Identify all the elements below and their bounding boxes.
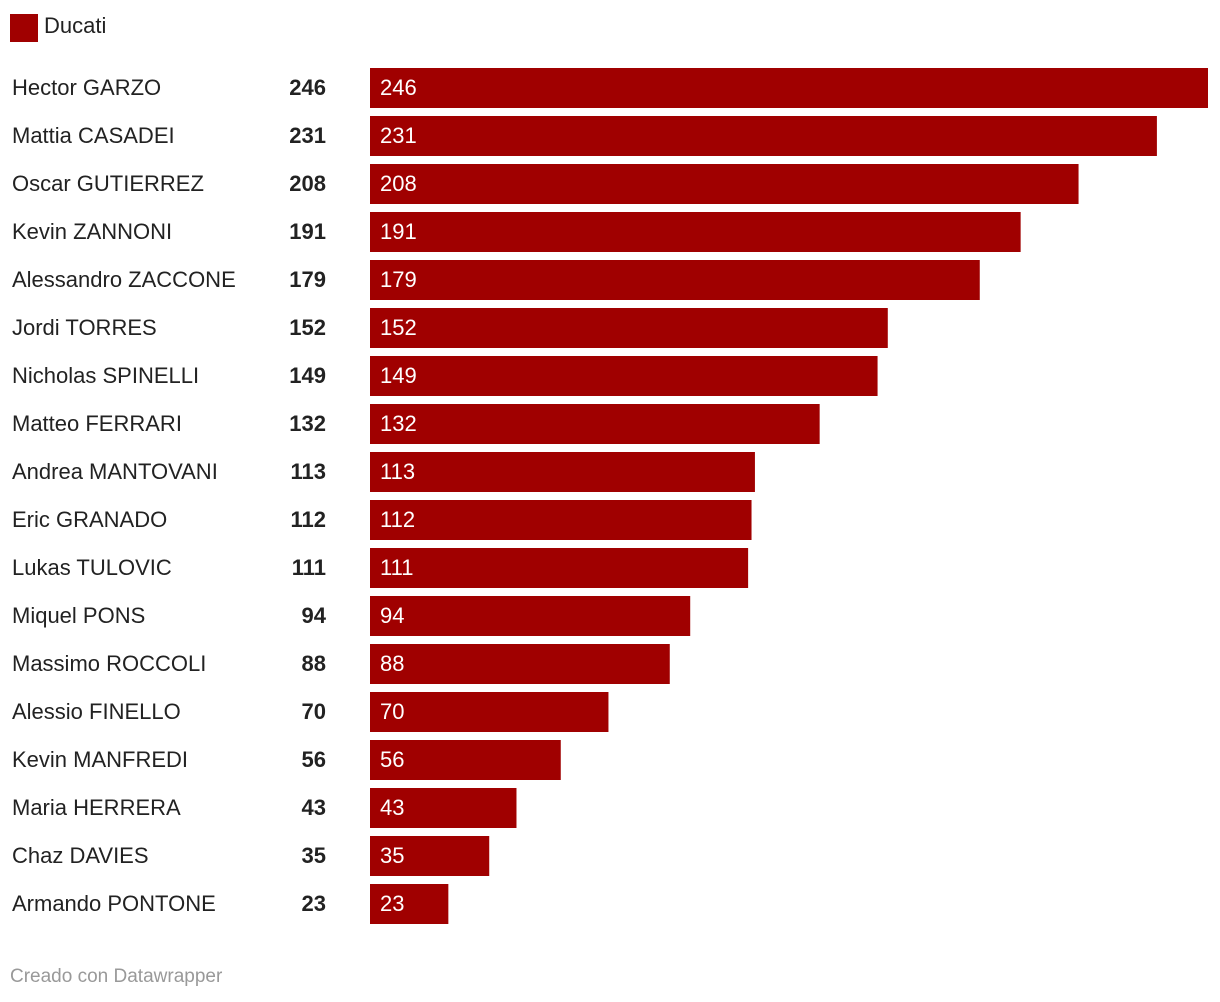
category-label: Oscar GUTIERREZ	[12, 171, 204, 196]
category-label: Chaz DAVIES	[12, 843, 149, 868]
value-column: 112	[291, 507, 327, 532]
value-label: 149	[380, 363, 417, 388]
category-label: Alessandro ZACCONE	[12, 267, 236, 292]
value-label: 112	[380, 507, 415, 532]
category-label: Kevin ZANNONI	[12, 219, 172, 244]
legend-swatch	[10, 14, 38, 42]
category-label: Jordi TORRES	[12, 315, 157, 340]
value-column: 191	[289, 219, 326, 244]
bar	[370, 68, 1208, 108]
value-label: 246	[380, 75, 417, 100]
value-column: 23	[302, 891, 326, 916]
value-label: 23	[380, 891, 404, 916]
category-label: Maria HERRERA	[12, 795, 181, 820]
bar	[370, 356, 878, 396]
bar	[370, 692, 609, 732]
bar	[370, 788, 517, 828]
category-label: Eric GRANADO	[12, 507, 167, 532]
bar	[370, 644, 670, 684]
value-column: 152	[289, 315, 326, 340]
value-column: 113	[291, 459, 327, 484]
category-label: Lukas TULOVIC	[12, 555, 172, 580]
category-label: Matteo FERRARI	[12, 411, 182, 436]
value-column: 88	[302, 651, 326, 676]
bar	[370, 404, 820, 444]
value-column: 208	[289, 171, 326, 196]
value-label: 88	[380, 651, 404, 676]
bar	[370, 212, 1021, 252]
value-label: 132	[380, 411, 417, 436]
value-column: 149	[289, 363, 326, 388]
category-label: Hector GARZO	[12, 75, 161, 100]
category-label: Alessio FINELLO	[12, 699, 181, 724]
value-label: 111	[380, 555, 413, 580]
bar	[370, 116, 1157, 156]
category-label: Armando PONTONE	[12, 891, 216, 916]
category-label: Mattia CASADEI	[12, 123, 175, 148]
category-label: Kevin MANFREDI	[12, 747, 188, 772]
value-label: 35	[380, 843, 404, 868]
value-column: 43	[302, 795, 326, 820]
credit: Creado con Datawrapper	[10, 966, 223, 987]
value-column: 231	[289, 123, 326, 148]
value-column: 179	[289, 267, 326, 292]
value-label: 191	[380, 219, 417, 244]
bar	[370, 164, 1079, 204]
category-label: Massimo ROCCOLI	[12, 651, 206, 676]
bar	[370, 548, 749, 588]
value-column: 246	[289, 75, 326, 100]
value-label: 208	[380, 171, 417, 196]
bar	[370, 500, 752, 540]
bar	[370, 596, 691, 636]
value-column: 94	[302, 603, 327, 628]
value-label: 179	[380, 267, 417, 292]
value-column: 35	[302, 843, 326, 868]
value-column: 132	[289, 411, 326, 436]
value-label: 70	[380, 699, 404, 724]
bar	[370, 308, 888, 348]
value-column: 111	[292, 555, 326, 580]
bar	[370, 260, 980, 300]
value-column: 70	[302, 699, 326, 724]
value-label: 43	[380, 795, 404, 820]
value-column: 56	[302, 747, 326, 772]
value-label: 113	[380, 459, 415, 484]
bar	[370, 452, 755, 492]
legend-label: Ducati	[44, 13, 106, 38]
value-label: 94	[380, 603, 404, 628]
bar	[370, 836, 490, 876]
bar	[370, 740, 561, 780]
category-label: Miquel PONS	[12, 603, 145, 628]
category-label: Andrea MANTOVANI	[12, 459, 218, 484]
value-label: 152	[380, 315, 417, 340]
bar	[370, 884, 449, 924]
value-label: 231	[380, 123, 417, 148]
value-label: 56	[380, 747, 404, 772]
category-label: Nicholas SPINELLI	[12, 363, 199, 388]
